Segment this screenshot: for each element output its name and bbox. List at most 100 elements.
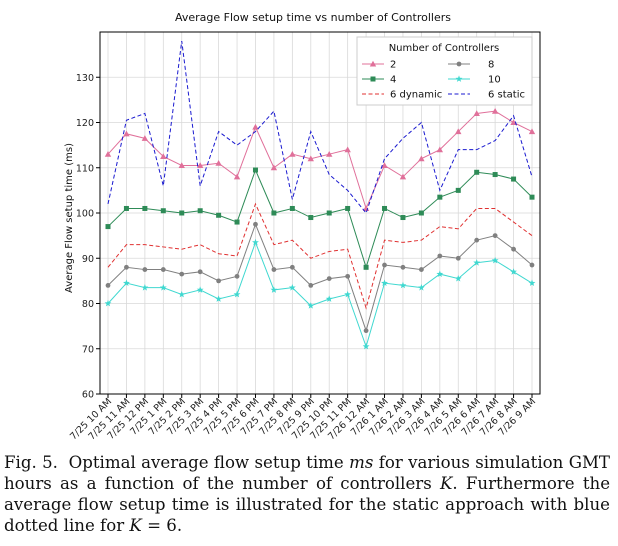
star-marker (510, 268, 517, 275)
square-marker (492, 172, 498, 178)
legend-entry: 8 (448, 60, 494, 71)
circle-marker (456, 61, 462, 67)
star-marker (454, 275, 462, 282)
legend-label: 6 static (488, 90, 525, 101)
caption-fig-label: Fig. 5. (4, 453, 58, 472)
legend-entry: 6 dynamic (362, 90, 442, 101)
caption-k: K (439, 474, 453, 493)
triangle-marker (104, 150, 112, 157)
caption-part2: for various simulation GMT hours as a fu… (4, 453, 611, 493)
series-line-6-static (107, 40, 533, 215)
caption-part1: Optimal average flow setup time (68, 453, 344, 472)
square-marker (418, 210, 424, 216)
y-tick-label: 120 (76, 118, 94, 129)
triangle-marker (123, 130, 130, 137)
triangle-marker (307, 155, 314, 162)
square-marker (370, 76, 376, 82)
series-6-static (107, 40, 533, 215)
series-10 (104, 238, 536, 350)
triangle-marker (326, 150, 333, 157)
square-marker (142, 205, 148, 211)
star-marker (288, 284, 296, 291)
legend-label: 4 (390, 75, 396, 86)
legend-entry: 4 (362, 75, 396, 86)
series-line-4 (107, 168, 533, 269)
triangle-marker (196, 162, 204, 169)
y-tick-label: 130 (76, 73, 94, 84)
circle-marker (529, 262, 535, 268)
square-marker (529, 194, 535, 200)
series-line-6-dynamic (107, 202, 533, 310)
circle-marker (382, 262, 387, 268)
circle-marker (197, 269, 203, 275)
star-marker (455, 75, 463, 82)
triangle-marker (178, 162, 185, 169)
square-marker (400, 215, 406, 221)
series-8 (105, 221, 535, 334)
star-marker (104, 299, 112, 307)
y-axis-label: Average Flow setup time (ms) (64, 143, 75, 293)
star-marker (528, 279, 536, 287)
triangle-marker (252, 123, 259, 130)
square-marker (345, 205, 351, 211)
circle-marker (492, 233, 498, 239)
star-marker (215, 295, 223, 302)
square-marker (308, 215, 314, 221)
star-marker (381, 279, 388, 287)
circle-marker (253, 221, 258, 227)
square-marker (123, 205, 129, 211)
circle-marker (326, 276, 332, 282)
triangle-marker (289, 150, 296, 157)
square-marker (105, 224, 111, 230)
triangle-marker (381, 162, 388, 169)
triangle-marker (528, 128, 536, 135)
square-marker (271, 210, 277, 216)
caption-eq: = 6. (147, 516, 183, 535)
star-marker (141, 284, 149, 291)
figure-caption: Fig. 5. Optimal average flow setup time … (4, 452, 610, 536)
triangle-marker (473, 110, 480, 117)
circle-marker (289, 264, 295, 270)
triangle-marker (160, 153, 167, 159)
y-tick-label: 110 (76, 163, 94, 174)
star-marker (159, 284, 167, 291)
x-axis-ticks: 7/25 10 AM7/25 11 AM7/25 12 PM7/25 1 PM7… (68, 394, 538, 442)
square-marker (252, 167, 258, 173)
legend-box (356, 36, 533, 106)
triangle-marker (270, 164, 278, 171)
triangle-marker (436, 146, 444, 153)
circle-marker (308, 283, 314, 288)
series-line-8 (107, 222, 533, 333)
y-tick-label: 90 (82, 254, 94, 265)
chart-title: Average Flow setup time vs number of Con… (175, 11, 451, 24)
star-marker (491, 256, 499, 264)
legend-entry: 10 (448, 75, 501, 86)
circle-marker (511, 246, 516, 252)
chart-area: Average Flow setup time vs number of Con… (64, 11, 541, 442)
circle-marker (234, 273, 240, 279)
series-2 (104, 107, 536, 212)
legend-label: 6 dynamic (390, 90, 442, 101)
triangle-marker (141, 135, 149, 141)
y-axis-ticks: 60 70 80 90 100 110 120 130 (76, 73, 100, 401)
triangle-marker (491, 107, 499, 114)
caption-k2: K (129, 516, 142, 535)
circle-marker (437, 253, 443, 259)
triangle-marker (510, 119, 517, 126)
y-tick-label: 70 (82, 344, 94, 355)
circle-marker (160, 267, 166, 272)
series-layer (104, 40, 536, 350)
star-marker (325, 295, 333, 302)
legend-label: 2 (390, 60, 396, 71)
star-marker (362, 342, 370, 350)
y-tick-label: 100 (76, 209, 94, 220)
star-marker (270, 286, 278, 293)
triangle-marker (369, 60, 377, 67)
circle-marker (363, 328, 369, 334)
triangle-marker (233, 173, 241, 180)
square-marker (437, 194, 443, 200)
square-marker (455, 187, 461, 193)
star-marker (473, 259, 481, 266)
series-6-dynamic (107, 202, 533, 310)
star-marker (307, 302, 315, 309)
